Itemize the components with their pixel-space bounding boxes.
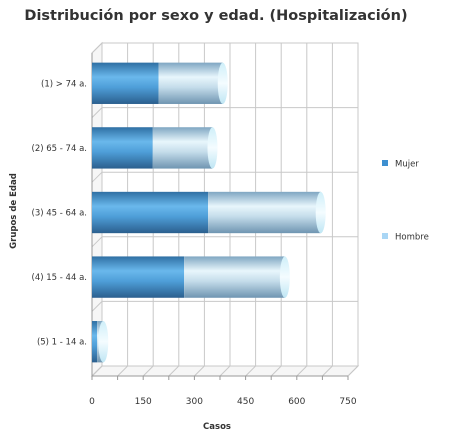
floor-gridline (270, 365, 282, 377)
bar-cap (217, 62, 228, 104)
floor-gridline (322, 365, 333, 377)
x-tick-label: 450 (237, 397, 254, 407)
floor-gridline (117, 365, 128, 377)
bar-group (92, 256, 290, 298)
x-tick-labels: 0 150 300 450 600 750 (89, 397, 357, 407)
x-tick-label: 300 (186, 397, 203, 407)
category-label: (4) 15 - 44 a. (32, 273, 87, 283)
legend-swatch (382, 233, 388, 239)
floor-gridline (245, 365, 256, 377)
category-label: (2) 65 - 74 a. (32, 144, 87, 154)
bar-segment (92, 321, 98, 363)
wall-gridline (91, 301, 103, 312)
legend-label: Hombre (395, 233, 429, 243)
bar-segment (158, 62, 223, 104)
category-label: (1) > 74 a. (41, 79, 87, 89)
bar-segment (152, 127, 213, 169)
bar-group (92, 62, 228, 104)
category-label: (5) 1 - 14 a. (37, 338, 87, 348)
bar-cap (315, 191, 326, 234)
x-axis-label: Casos (203, 422, 231, 432)
x-tick-label: 150 (135, 397, 152, 407)
floor-gridline (142, 365, 154, 377)
bar-group (92, 127, 218, 169)
legend-swatch (382, 160, 388, 166)
floor-gridline (194, 365, 205, 377)
wall-gridline (91, 365, 103, 377)
category-labels: (1) > 74 a. (2) 65 - 74 a. (3) 45 - 64 a. (… (32, 79, 87, 347)
bar-cap (98, 321, 109, 363)
chart-title: Distribución por sexo y edad. (Hospitali… (24, 8, 407, 24)
wall-gridline (91, 171, 103, 183)
wall-gridline (91, 107, 103, 118)
bar-segment (184, 256, 285, 298)
wall-gridline (91, 42, 103, 54)
x-tick-label: 750 (339, 397, 356, 407)
floor-gridline (219, 365, 231, 377)
x-tick-label: 0 (89, 397, 95, 407)
floor-gridline (168, 365, 180, 377)
x-tick-label: 600 (288, 397, 305, 407)
bar-segment (208, 191, 321, 234)
bar-cap (207, 127, 218, 169)
floor-gridline (296, 365, 308, 377)
bar-segment (92, 127, 153, 169)
y-axis-label: Grupos de Edad (9, 173, 19, 249)
bar-segment (92, 191, 209, 234)
bar-segment (92, 62, 159, 104)
bar-segment (92, 256, 185, 298)
bar-group (92, 321, 109, 363)
legend: Mujer Hombre (382, 160, 429, 243)
legend-label: Mujer (395, 160, 419, 170)
wall-gridline (91, 236, 103, 248)
bars (92, 62, 326, 363)
floor-gridline (347, 365, 359, 377)
bar-group (92, 191, 326, 234)
category-label: (3) 45 - 64 a. (32, 209, 87, 219)
bar-cap (279, 256, 290, 298)
